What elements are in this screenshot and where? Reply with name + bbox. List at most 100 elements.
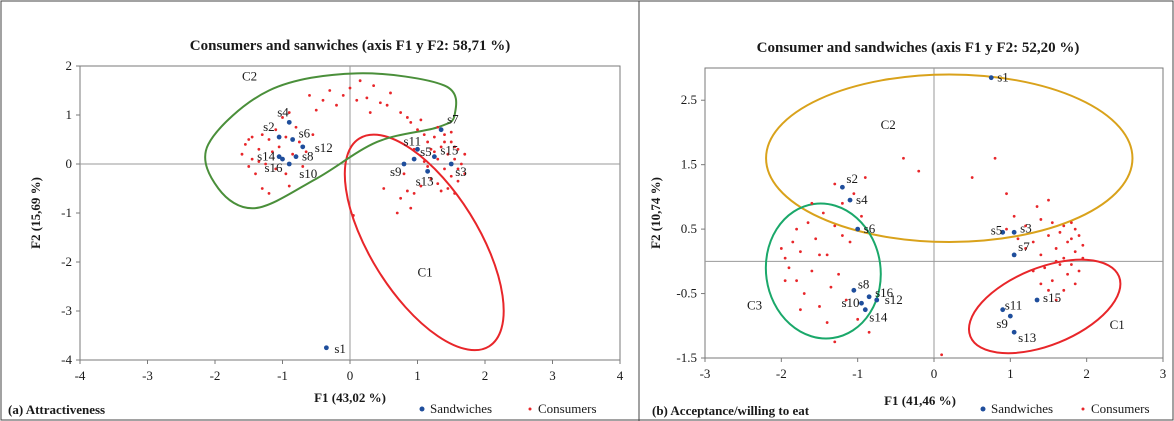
consumer-point [274,128,278,132]
sandwich-point-s12 [874,297,880,303]
consumer-point [382,187,386,190]
consumer-point [1054,259,1058,263]
consumer-point [247,138,251,141]
consumer-point [260,187,264,190]
consumer-point [453,192,457,195]
consumer-point [297,140,301,144]
y-tick-label: 0 [66,156,73,171]
caption: (a) Attractiveness [8,402,105,417]
sandwich-point-s13 [1011,329,1017,335]
consumer-point [783,256,787,260]
consumer-point [1062,288,1066,292]
sandwich-point-s12 [300,144,306,150]
x-tick-label: -3 [142,368,153,383]
consumer-point [449,130,453,134]
consumer-point [1047,234,1050,237]
consumer-point [301,165,305,168]
consumer-point [917,169,921,173]
sandwich-label-s14: s14 [869,310,888,325]
sandwich-label-s7: s7 [447,112,459,127]
consumer-point [1081,256,1085,260]
consumer-point [399,111,403,114]
consumer-point [1024,247,1027,250]
consumer-point [389,91,392,95]
x-tick-label: -2 [210,368,221,383]
consumer-point [833,182,837,186]
x-tick-label: -1 [852,366,863,381]
consumer-point [439,145,443,149]
consumer-point [348,86,352,90]
consumer-point [852,192,856,196]
consumer-point [250,135,254,139]
consumer-point [783,279,787,283]
consumer-point [1012,214,1016,218]
consumer-point [335,103,338,107]
consumer-point [240,152,244,156]
sandwich-label-s4: s4 [277,104,289,119]
sandwich-point-s7 [1011,252,1017,258]
consumer-point [412,147,416,151]
y-tick-label: -0.5 [676,286,697,301]
sandwich-point-s1 [988,75,994,81]
consumer-point [463,152,467,156]
legend-consumers: Consumers [538,401,597,416]
consumer-point [453,145,457,149]
consumer-point [254,172,257,176]
consumer-point [257,147,261,151]
sandwich-point-s15 [1034,297,1040,303]
sandwich-point-s9 [1007,313,1013,319]
sandwich-label-s2: s2 [846,171,858,186]
sandwich-label-s2: s2 [263,119,275,134]
legend-marker-sandwiches [419,406,425,412]
x-tick-label: 0 [347,368,354,383]
y-tick-label: -1.5 [676,350,697,365]
sandwich-point-s8 [293,154,299,160]
consumer-point [970,176,974,179]
consumer-point [810,201,814,205]
consumer-point [1005,192,1008,196]
consumer-point [1050,221,1054,225]
consumer-point [304,150,308,154]
consumer-point [446,152,450,156]
consumer-point [1039,253,1043,257]
consumer-point [355,98,359,102]
cluster-c1-outline [967,258,1122,355]
consumer-point [308,94,311,97]
sandwich-label-s9: s9 [996,316,1008,331]
sandwich-point-s8 [851,287,857,293]
cluster-c2-outline [765,73,1134,244]
consumer-point [1077,234,1081,237]
cluster-c2-label: C2 [881,117,896,132]
consumer-point [341,94,345,97]
sandwich-point-s11 [415,146,420,152]
sandwich-label-s12: s12 [315,140,333,155]
x-tick-label: 3 [549,368,556,383]
sandwich-label-s7: s7 [1018,239,1030,254]
consumer-point [456,167,460,171]
sandwich-label-s5: s5 [420,144,432,159]
consumer-point [432,135,436,139]
consumer-point [416,128,419,132]
sandwich-point-s4 [847,197,853,203]
sandwich-point-s10 [859,300,864,306]
consumer-point [243,143,247,146]
sandwich-point-s3 [1011,229,1017,235]
consumer-point [818,253,821,257]
consumer-point [940,353,944,357]
consumer-point [795,227,798,231]
consumer-point [260,133,264,137]
sandwich-label-s3: s3 [455,164,467,179]
consumer-point [787,266,791,270]
y-tick-label: 2 [66,58,73,73]
sandwich-label-s14: s14 [257,149,276,164]
consumer-point [1035,205,1039,208]
y-tick-label: -1 [61,205,72,220]
consumer-point [848,240,852,244]
consumer-point [287,111,291,114]
consumer-point [291,152,295,156]
consumer-point [825,253,829,257]
consumer-point [459,162,463,166]
sandwich-label-s1: s1 [997,70,1009,85]
consumer-point [810,269,814,273]
